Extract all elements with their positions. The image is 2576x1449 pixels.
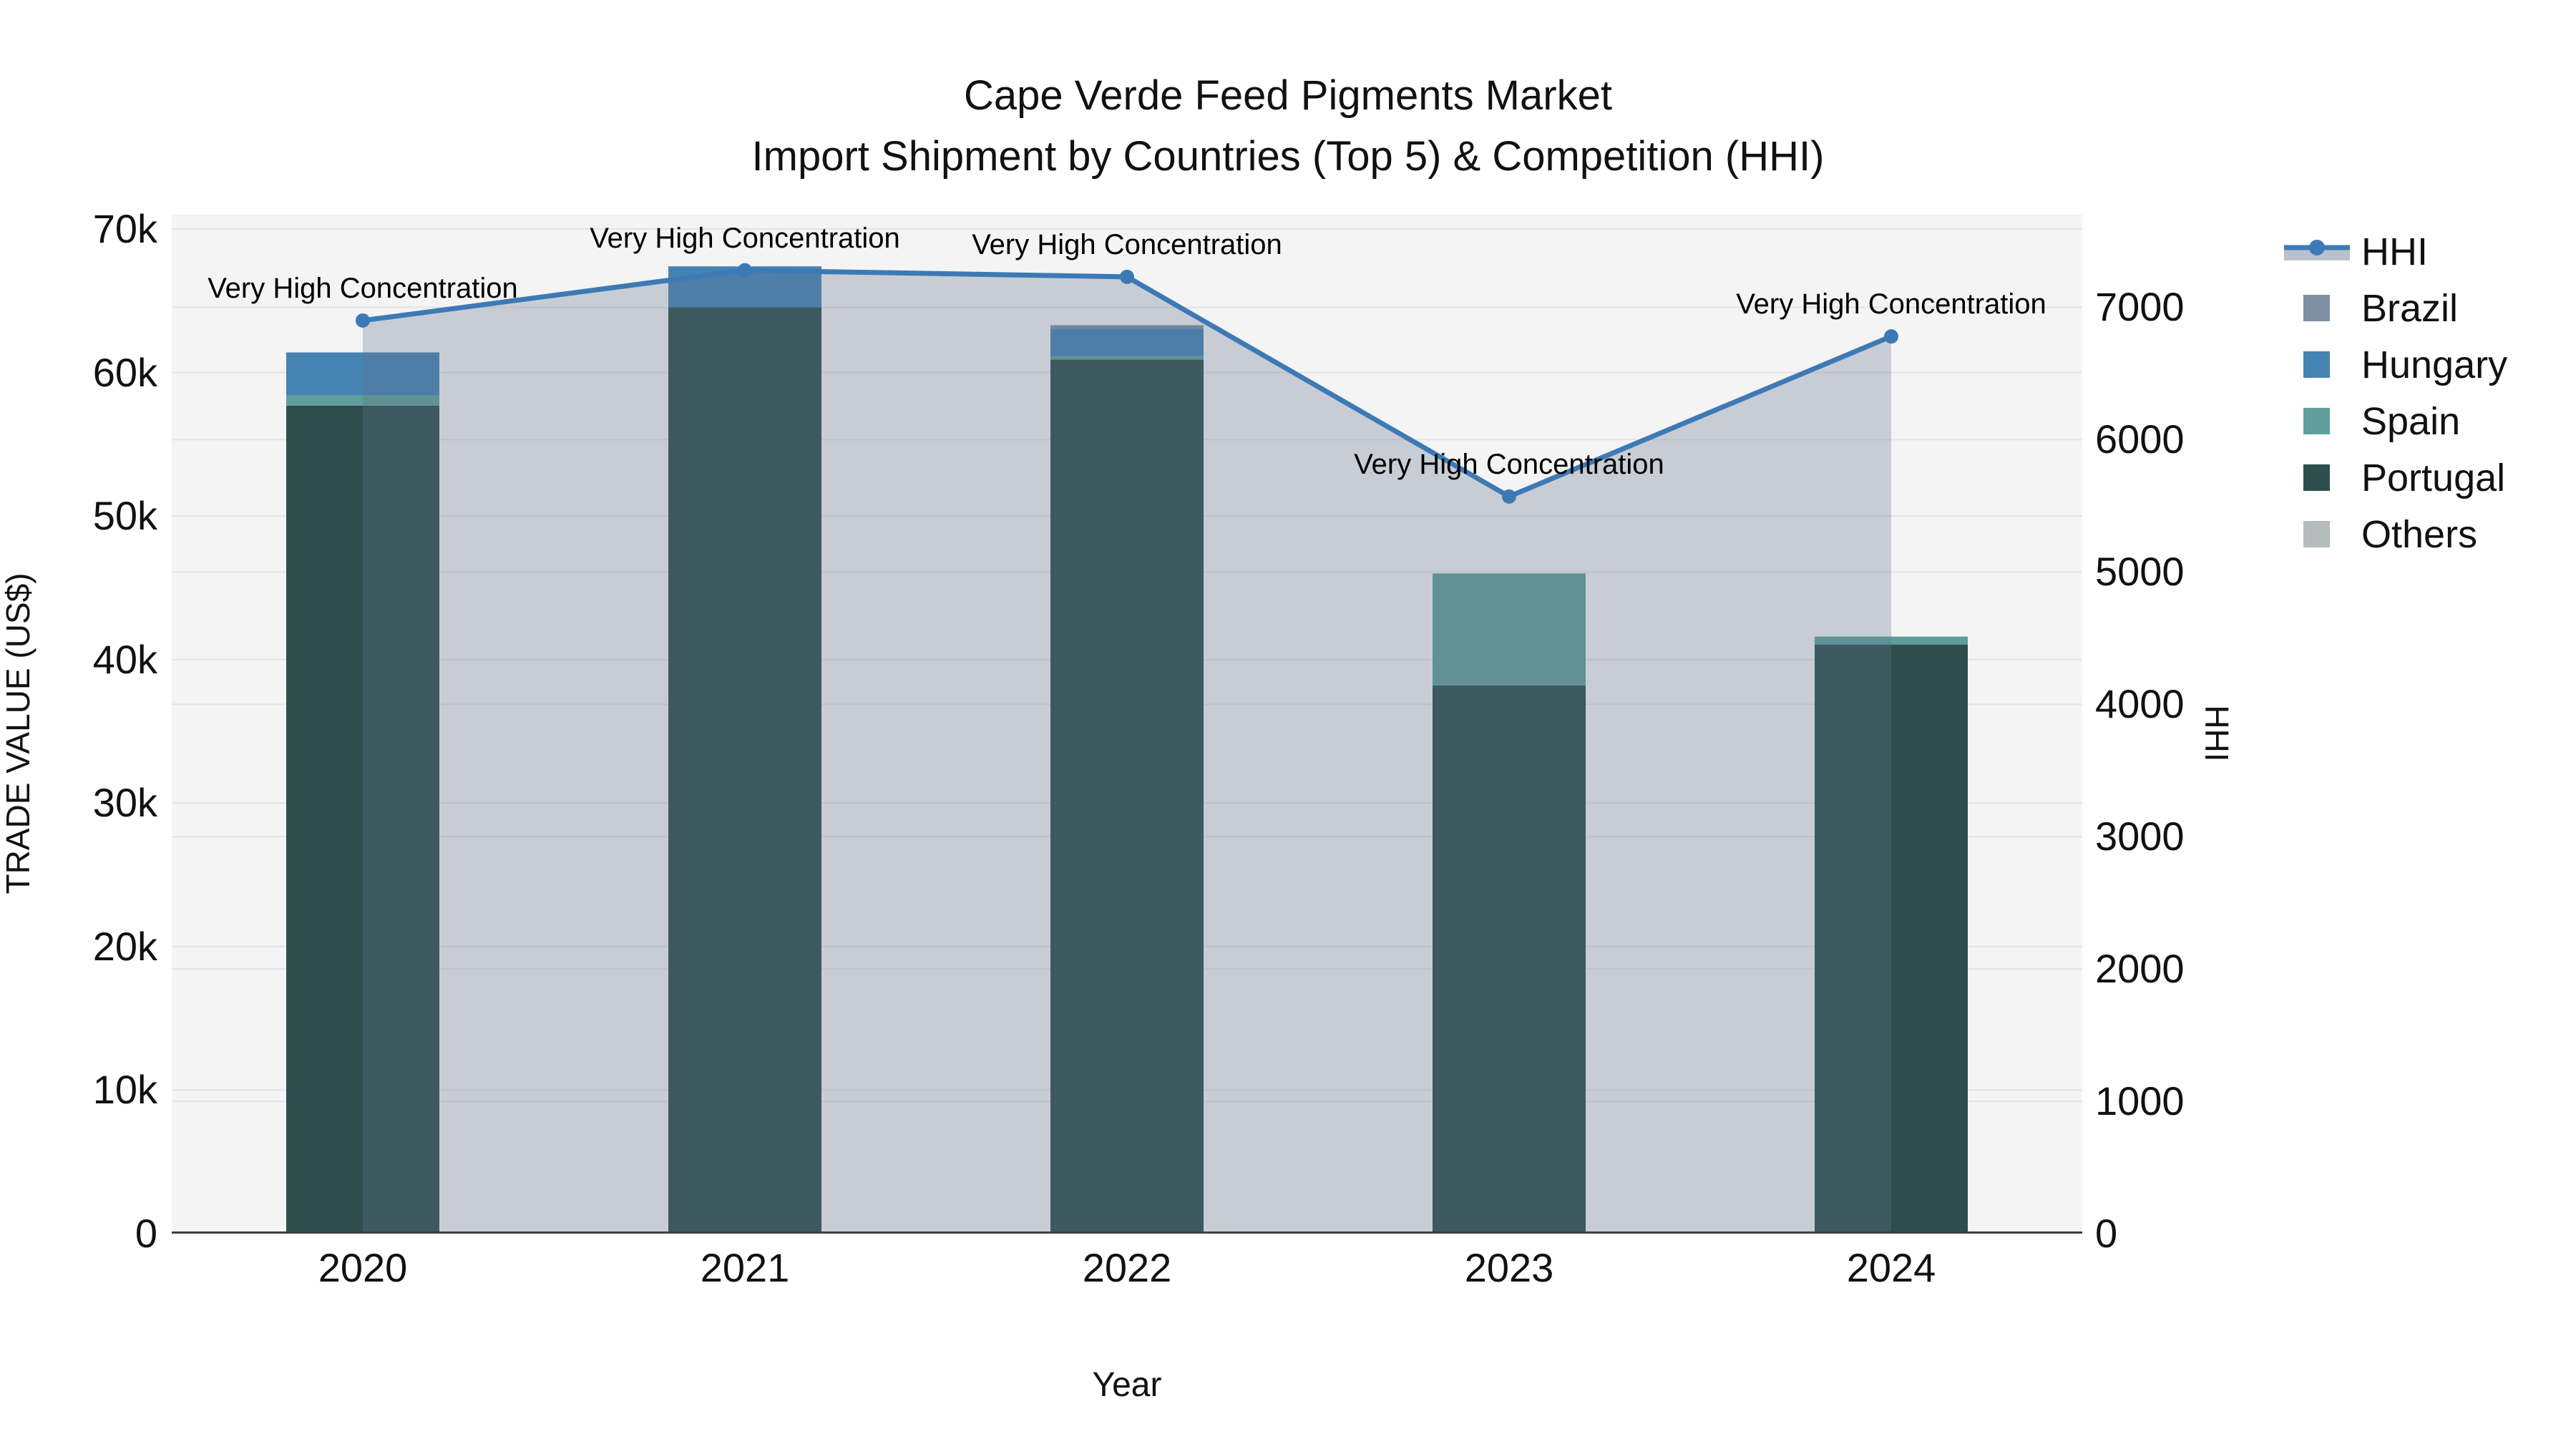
x-tick-2024: 2024: [1846, 1245, 1936, 1290]
y-right-tick-2000: 2000: [2095, 946, 2185, 992]
bar-segment-portugal-2022[interactable]: [1050, 359, 1204, 1234]
annotation-2023: Very High Concentration: [1354, 448, 1664, 480]
y-right-tick-1000: 1000: [2095, 1078, 2185, 1124]
y-left-tick-20k: 20k: [92, 923, 157, 969]
legend: HHI Brazil Hungary Spain Portugal Others: [2284, 223, 2570, 562]
bar-segment-portugal-2020[interactable]: [286, 405, 439, 1234]
y-left-tick-30k: 30k: [92, 780, 157, 826]
legend-label-others: Others: [2361, 512, 2478, 556]
bar-segment-portugal-2023[interactable]: [1433, 685, 1586, 1234]
legend-item-portugal[interactable]: Portugal: [2284, 449, 2570, 506]
chart-title-line1: Cape Verde Feed Pigments Market: [964, 72, 1612, 119]
legend-item-hhi[interactable]: HHI: [2284, 223, 2570, 280]
legend-item-others[interactable]: Others: [2284, 506, 2570, 562]
y-left-tick-50k: 50k: [92, 493, 157, 539]
y-right-tick-6000: 6000: [2095, 416, 2185, 462]
hhi-marker-2022[interactable]: [1120, 269, 1134, 284]
hhi-marker-2024[interactable]: [1884, 329, 1898, 344]
legend-label-spain: Spain: [2361, 399, 2461, 443]
annotation-2020: Very High Concentration: [208, 272, 518, 304]
bar-segment-spain-2024[interactable]: [1815, 636, 1968, 645]
hhi-marker-2021[interactable]: [738, 263, 752, 278]
bar-segment-spain-2022[interactable]: [1050, 356, 1204, 360]
bar-segment-brazil-2022[interactable]: [1050, 325, 1204, 329]
y-right-tick-4000: 4000: [2095, 681, 2185, 727]
legend-swatch-others-icon: [2303, 521, 2330, 547]
legend-swatch-portugal-icon: [2303, 464, 2330, 491]
legend-swatch-spain-icon: [2303, 408, 2330, 434]
bar-segment-portugal-2024[interactable]: [1815, 644, 1968, 1234]
plot-area: [172, 215, 2082, 1234]
legend-label-portugal: Portugal: [2361, 456, 2506, 499]
y-left-tick-10k: 10k: [92, 1067, 157, 1113]
y-right-tick-5000: 5000: [2095, 549, 2185, 595]
legend-label-brazil: Brazil: [2361, 286, 2459, 330]
y-right-tick-7000: 7000: [2095, 284, 2185, 330]
y-left-tick-60k: 60k: [92, 349, 157, 395]
legend-label-hhi: HHI: [2361, 230, 2428, 273]
legend-swatch-hhi-line-icon: [2284, 232, 2350, 272]
legend-item-brazil[interactable]: Brazil: [2284, 280, 2570, 336]
x-tick-2022: 2022: [1082, 1245, 1172, 1290]
bar-segment-spain-2020[interactable]: [286, 395, 439, 406]
annotation-2022: Very High Concentration: [972, 228, 1282, 260]
y-axis-left-title: TRADE VALUE (US$): [0, 572, 36, 894]
legend-swatch-brazil-icon: [2303, 295, 2330, 321]
hhi-marker-2020[interactable]: [356, 313, 370, 328]
y-right-tick-0: 0: [2095, 1211, 2118, 1256]
y-axis-right-title: HHI: [2198, 705, 2235, 762]
x-axis-title: Year: [1092, 1366, 1162, 1404]
legend-swatch-hungary-icon: [2303, 351, 2330, 378]
hhi-area-fill: [363, 270, 1891, 1234]
y-left-tick-0: 0: [135, 1211, 157, 1256]
legend-label-hungary: Hungary: [2361, 343, 2508, 386]
hhi-marker-2023[interactable]: [1502, 489, 1516, 504]
legend-item-spain[interactable]: Spain: [2284, 393, 2570, 449]
x-tick-2023: 2023: [1464, 1245, 1554, 1290]
x-tick-2020: 2020: [318, 1245, 408, 1290]
annotation-2021: Very High Concentration: [590, 222, 900, 254]
bar-segment-hungary-2022[interactable]: [1050, 328, 1204, 356]
x-tick-2021: 2021: [700, 1245, 790, 1290]
y-left-tick-70k: 70k: [92, 206, 157, 252]
bar-segment-spain-2023[interactable]: [1433, 573, 1586, 686]
legend-item-hungary[interactable]: Hungary: [2284, 336, 2570, 393]
y-right-tick-3000: 3000: [2095, 814, 2185, 859]
y-left-tick-40k: 40k: [92, 636, 157, 682]
bar-segment-hungary-2020[interactable]: [286, 352, 439, 396]
bar-segment-portugal-2021[interactable]: [668, 307, 821, 1234]
chart-title-line2: Import Shipment by Countries (Top 5) & C…: [751, 133, 1825, 180]
annotation-2024: Very High Concentration: [1736, 288, 2046, 321]
chart-svg: [172, 228, 2082, 1234]
